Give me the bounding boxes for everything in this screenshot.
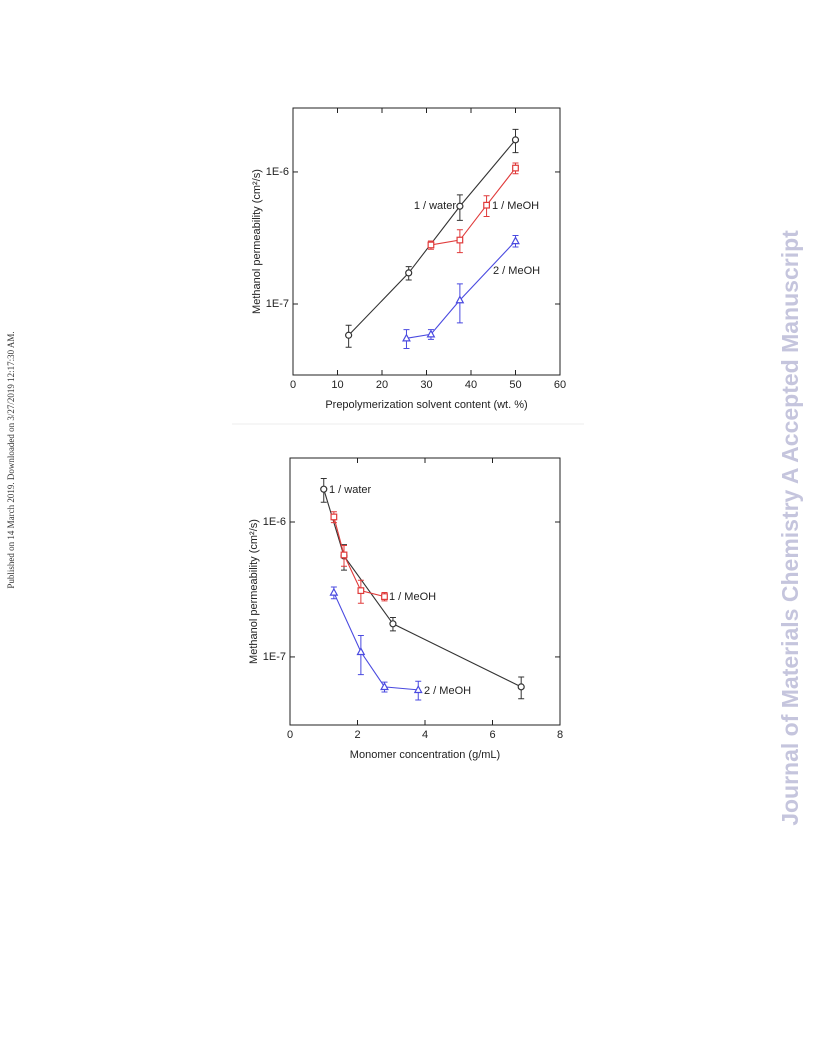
series-line xyxy=(430,167,516,246)
point xyxy=(357,587,365,595)
series-line xyxy=(333,592,419,691)
point xyxy=(329,587,339,596)
series-line xyxy=(406,240,516,339)
series-label: 1 / MeOH xyxy=(492,200,539,212)
y-axis-title: Methanol permeability (cm²/s) xyxy=(251,169,263,314)
point xyxy=(345,331,353,339)
point xyxy=(320,485,328,493)
x-tick-label: 0 xyxy=(287,729,293,741)
y-tick-label: 1E-7 xyxy=(266,298,289,310)
x-tick-label: 40 xyxy=(465,379,477,391)
point xyxy=(456,202,464,210)
series-label: 2 / MeOH xyxy=(424,685,471,697)
point xyxy=(511,236,520,245)
point xyxy=(455,295,465,304)
x-tick-label: 20 xyxy=(376,379,388,391)
x-tick-label: 8 xyxy=(557,729,563,741)
x-tick-label: 2 xyxy=(354,729,360,741)
y-tick-label: 1E-7 xyxy=(263,651,286,663)
watermark: Journal of Materials Chemistry A Accepte… xyxy=(777,230,803,826)
series-label: 1 / MeOH xyxy=(389,591,436,603)
series-label: 1 / water xyxy=(414,200,457,212)
point xyxy=(389,620,397,628)
x-tick-label: 60 xyxy=(554,379,566,391)
series-label: 1 / water xyxy=(329,484,372,496)
series-line xyxy=(348,139,516,336)
point xyxy=(483,201,490,209)
point xyxy=(427,241,435,249)
point xyxy=(511,136,520,144)
series-line xyxy=(323,489,522,688)
point xyxy=(381,593,388,600)
x-tick-label: 10 xyxy=(331,379,343,391)
x-tick-label: 6 xyxy=(489,729,495,741)
point xyxy=(413,685,423,694)
point xyxy=(456,236,464,244)
point xyxy=(512,164,519,172)
point xyxy=(517,683,525,691)
series-label: 2 / MeOH xyxy=(493,265,540,277)
x-tick-label: 4 xyxy=(422,729,428,741)
point xyxy=(405,269,413,277)
x-tick-label: 30 xyxy=(420,379,432,391)
point xyxy=(330,513,338,521)
point xyxy=(356,647,366,656)
point xyxy=(426,329,436,338)
point xyxy=(402,333,411,342)
y-axis-title: Methanol permeability (cm²/s) xyxy=(248,519,260,664)
series-line xyxy=(333,516,385,598)
x-axis-title: Monomer concentration (g/mL) xyxy=(350,749,500,761)
side-note: Published on 14 March 2019. Downloaded o… xyxy=(6,331,16,588)
point xyxy=(340,551,348,559)
x-tick-label: 50 xyxy=(509,379,521,391)
y-tick-label: 1E-6 xyxy=(263,516,286,528)
error-bar xyxy=(456,283,463,324)
x-axis-title: Prepolymerization solvent content (wt. %… xyxy=(325,399,527,411)
x-tick-label: 0 xyxy=(290,379,296,391)
y-tick-label: 1E-6 xyxy=(266,166,289,178)
point xyxy=(380,682,389,691)
